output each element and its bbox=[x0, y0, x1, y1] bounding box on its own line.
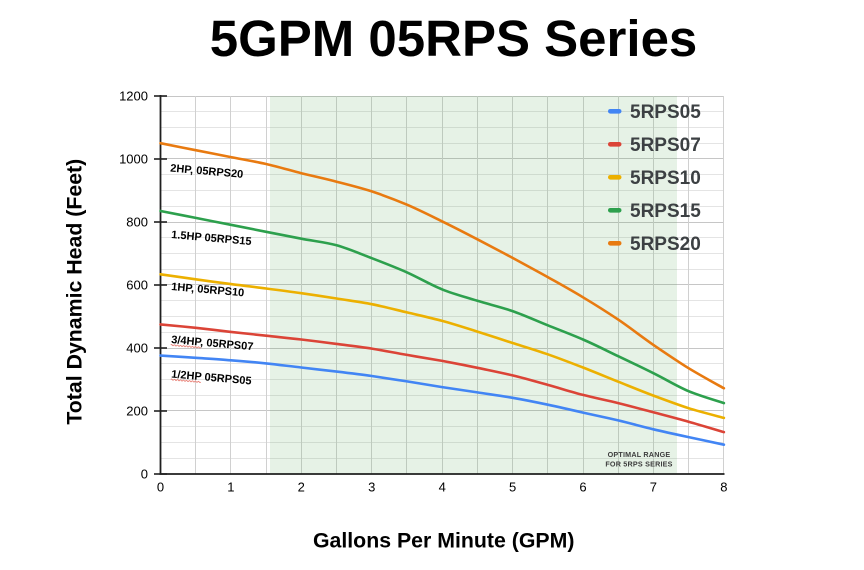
svg-text:8: 8 bbox=[720, 480, 727, 495]
svg-text:6: 6 bbox=[579, 480, 586, 495]
svg-text:1: 1 bbox=[227, 480, 234, 495]
svg-text:1000: 1000 bbox=[119, 152, 148, 167]
svg-text:400: 400 bbox=[126, 341, 148, 356]
svg-text:2: 2 bbox=[298, 480, 305, 495]
svg-text:5RPS15: 5RPS15 bbox=[630, 201, 701, 222]
svg-text:Total Dynamic Head (Feet): Total Dynamic Head (Feet) bbox=[63, 159, 87, 425]
svg-text:OPTIMAL RANGE: OPTIMAL RANGE bbox=[608, 450, 671, 459]
svg-text:5GPM 05RPS Series: 5GPM 05RPS Series bbox=[210, 10, 698, 67]
svg-text:5: 5 bbox=[509, 480, 516, 495]
svg-text:0: 0 bbox=[141, 467, 148, 482]
svg-text:600: 600 bbox=[126, 278, 148, 293]
svg-text:5RPS05: 5RPS05 bbox=[630, 102, 701, 123]
svg-text:800: 800 bbox=[126, 215, 148, 230]
svg-text:3: 3 bbox=[368, 480, 375, 495]
svg-text:0: 0 bbox=[157, 480, 164, 495]
svg-text:4: 4 bbox=[439, 480, 446, 495]
svg-text:Gallons Per Minute (GPM): Gallons Per Minute (GPM) bbox=[313, 529, 575, 553]
svg-text:5RPS07: 5RPS07 bbox=[630, 135, 701, 156]
svg-text:1200: 1200 bbox=[119, 89, 148, 104]
svg-text:FOR 5RPS SERIES: FOR 5RPS SERIES bbox=[605, 460, 672, 469]
svg-text:5RPS10: 5RPS10 bbox=[630, 168, 701, 189]
svg-text:200: 200 bbox=[126, 404, 148, 419]
svg-text:5RPS20: 5RPS20 bbox=[630, 234, 701, 255]
svg-text:7: 7 bbox=[650, 480, 657, 495]
